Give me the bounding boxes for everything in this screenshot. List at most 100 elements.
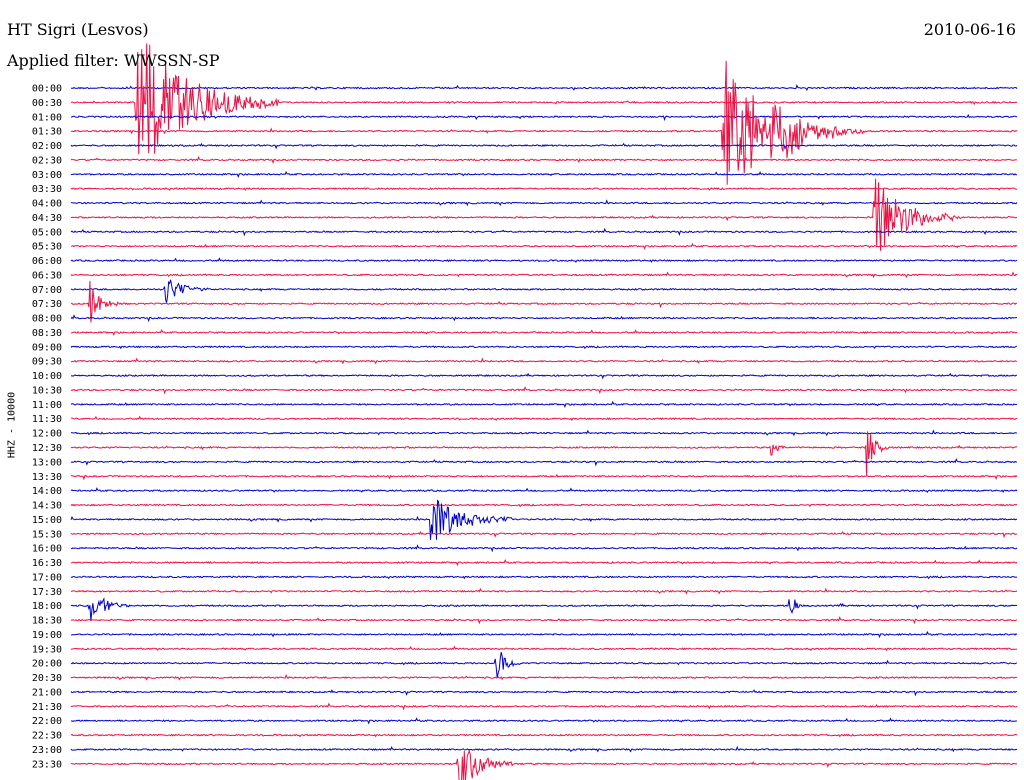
trace-0300: [70, 170, 1017, 178]
time-label-1830: 18:30: [32, 616, 62, 627]
time-label-1800: 18:00: [32, 601, 62, 612]
time-label-1330: 13:30: [32, 472, 62, 483]
time-label-0230: 02:30: [32, 155, 62, 166]
time-label-1900: 19:00: [32, 630, 62, 641]
time-label-1000: 10:00: [32, 371, 62, 382]
time-label-0430: 04:30: [32, 213, 62, 224]
trace-2000: [70, 651, 1018, 679]
time-label-1300: 13:00: [32, 457, 62, 468]
time-label-0330: 03:30: [32, 184, 62, 195]
trace-0130: [71, 60, 1018, 185]
time-label-1730: 17:30: [32, 587, 62, 598]
trace-1900: [70, 630, 1018, 639]
time-label-0830: 08:30: [32, 328, 62, 339]
trace-1500: [70, 499, 1018, 540]
time-label-0400: 04:00: [32, 199, 62, 210]
trace-0430: [70, 178, 1018, 251]
trace-0330: [70, 187, 1017, 192]
time-label-2100: 21:00: [32, 687, 62, 698]
time-label-0000: 00:00: [32, 84, 62, 95]
time-label-2000: 20:00: [32, 659, 62, 670]
trace-0030: [70, 43, 1018, 155]
trace-1830: [70, 616, 1018, 625]
time-label-0900: 09:00: [32, 342, 62, 353]
trace-2100: [70, 689, 1018, 697]
time-label-0300: 03:00: [32, 170, 62, 181]
time-label-1630: 16:30: [32, 558, 62, 569]
trace-1230: [70, 431, 1018, 476]
time-label-1130: 11:30: [32, 414, 62, 425]
trace-0400: [70, 199, 1018, 207]
time-tick-labels: 00:00 00:30 01:00 01:30 02:00 02:30 03:00 03:30…: [32, 84, 62, 771]
record-date: 2010-06-16: [923, 20, 1016, 39]
trace-1430: [70, 503, 1018, 508]
trace-1930: [70, 645, 1018, 652]
trace-2030: [70, 673, 1018, 681]
trace-1030: [70, 386, 1018, 395]
trace-1730: [70, 587, 1018, 595]
time-label-0730: 07:30: [32, 299, 62, 310]
time-label-0630: 06:30: [32, 270, 62, 281]
filter-label: Applied filter: WWSSN-SP: [7, 51, 220, 70]
time-label-1700: 17:00: [32, 572, 62, 583]
trace-0930: [70, 357, 1018, 365]
trace-1800: [70, 597, 1018, 622]
trace-1530: [70, 530, 1018, 539]
time-label-2330: 23:30: [32, 759, 62, 770]
trace-0800: [70, 314, 1017, 323]
time-label-0130: 01:30: [32, 127, 62, 138]
trace-2230: [70, 733, 1018, 738]
time-label-0930: 09:30: [32, 357, 62, 368]
time-label-1200: 12:00: [32, 429, 62, 440]
time-label-1230: 12:30: [32, 443, 62, 454]
trace-0500: [70, 227, 1018, 237]
time-label-2200: 22:00: [32, 716, 62, 727]
station-title: HT Sigri (Lesvos): [7, 20, 149, 39]
time-label-2030: 20:30: [32, 673, 62, 684]
time-label-0100: 01:00: [32, 112, 62, 123]
trace-0700: [70, 279, 1018, 303]
trace-0230: [70, 155, 1018, 165]
trace-1400: [70, 487, 1018, 494]
trace-0530: [70, 242, 1018, 250]
trace-0200: [70, 142, 1018, 151]
trace-1200: [70, 429, 1018, 437]
trace-0730: [70, 280, 1018, 323]
trace-0100: [70, 113, 1018, 122]
time-label-0200: 02:00: [32, 141, 62, 152]
time-label-2230: 22:30: [32, 731, 62, 742]
time-label-1030: 10:30: [32, 385, 62, 396]
trace-2130: [70, 702, 1018, 711]
time-label-2130: 21:30: [32, 702, 62, 713]
time-label-0700: 07:00: [32, 285, 62, 296]
time-label-0800: 08:00: [32, 314, 62, 325]
time-label-0530: 05:30: [32, 242, 62, 253]
trace-1130: [70, 415, 1018, 422]
trace-0630: [70, 271, 1018, 279]
trace-2300: [70, 745, 1018, 753]
trace-0830: [70, 328, 1018, 337]
trace-1600: [70, 544, 1018, 553]
time-label-1500: 15:00: [32, 515, 62, 526]
y-axis-label: HHZ - 10000: [6, 391, 18, 459]
trace-1300: [70, 457, 1017, 467]
trace-1330: [70, 473, 1018, 481]
trace-0000: [71, 84, 1018, 92]
time-label-1930: 19:30: [32, 644, 62, 655]
time-label-0030: 00:30: [32, 98, 62, 109]
trace-0600: [70, 257, 1018, 263]
trace-1000: [70, 372, 1018, 380]
time-label-1400: 14:00: [32, 486, 62, 497]
trace-1100: [70, 400, 1018, 409]
trace-1630: [70, 559, 1018, 567]
time-label-1600: 16:00: [32, 544, 62, 555]
trace-group: [70, 43, 1018, 780]
time-label-1430: 14:30: [32, 501, 62, 512]
trace-1700: [70, 575, 1018, 580]
trace-2330: [70, 749, 1018, 780]
time-label-0600: 06:00: [32, 256, 62, 267]
trace-2200: [70, 717, 1018, 725]
time-label-0500: 05:00: [32, 227, 62, 238]
time-label-1530: 15:30: [32, 529, 62, 540]
